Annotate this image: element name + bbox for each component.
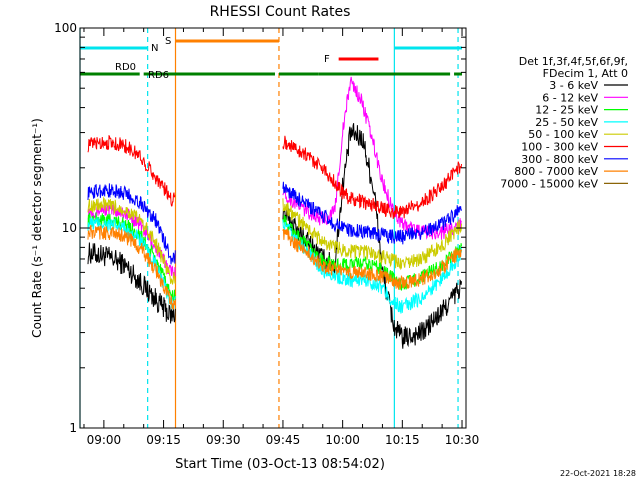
series-line-50-100-kev-part-0	[87, 196, 176, 285]
legend-label-6-12-kev: 6 - 12 keV	[542, 91, 598, 104]
x-tick-label: 10:30	[445, 433, 480, 447]
flag-label-s: S	[165, 36, 171, 47]
series-line-12-25-kev-part-0	[87, 212, 176, 303]
series-line-100-300-kev-part-1	[282, 135, 462, 219]
legend-label-50-100-kev: 50 - 100 keV	[528, 128, 598, 141]
legend-label-800-7000-kev: 800 - 7000 keV	[514, 165, 598, 178]
legend-label-7000-15000-kev: 7000 - 15000 keV	[500, 177, 598, 190]
series-line-3-6-kev-part-1	[282, 123, 462, 349]
legend-label-12-25-kev: 12 - 25 keV	[535, 104, 598, 117]
x-tick-label: 10:15	[385, 433, 420, 447]
series-line-3-6-kev-part-0	[87, 242, 176, 324]
flag-bars: NS F RD0 RD6	[80, 36, 463, 81]
x-tick-label: 10:00	[325, 433, 360, 447]
legend: Det 1f,3f,4f,5f,6f,9f, FDecim 1, Att 0 3…	[500, 55, 628, 190]
series-line-100-300-kev-part-0	[87, 135, 176, 207]
x-tick-label: 09:15	[146, 433, 181, 447]
series-line-800-7000-kev-part-0	[87, 224, 176, 310]
series-line-50-100-kev-part-1	[282, 198, 462, 271]
legend-label-3-6-kev: 3 - 6 keV	[549, 79, 598, 92]
series-line-300-800-kev-part-1	[282, 181, 462, 245]
footer-date: 22-Oct-2021 18:28	[560, 469, 636, 478]
flag-label-n: N	[151, 43, 158, 54]
vertical-markers	[79, 28, 459, 428]
legend-header-line-1: Det 1f,3f,4f,5f,6f,9f,	[519, 55, 628, 68]
series-lines	[87, 76, 462, 349]
legend-header-line-2: FDecim 1, Att 0	[543, 67, 628, 80]
y-tick-label: 10	[62, 221, 77, 235]
y-tick-label: 100	[54, 21, 77, 35]
y-tick-label: 1	[69, 421, 77, 435]
series-line-300-800-kev-part-0	[87, 183, 176, 265]
legend-label-300-800-kev: 300 - 800 keV	[521, 153, 598, 166]
chart-title: RHESSI Count Rates	[210, 4, 351, 20]
flag-label-rd0: RD0	[115, 62, 136, 73]
flag-label-f: F	[324, 54, 330, 65]
axis-ticks: 09:00 09:15 09:30 09:45 10:00 10:15 10:30 1 10 10…	[54, 21, 479, 447]
x-tick-label: 09:45	[266, 433, 301, 447]
flag-label-rd6: RD6	[148, 70, 169, 81]
y-axis-label: Count Rate (s⁻¹ detector segment⁻¹)	[30, 118, 44, 338]
legend-label-100-300-kev: 100 - 300 keV	[521, 141, 598, 154]
series-line-12-25-kev-part-1	[282, 214, 462, 291]
legend-label-25-50-kev: 25 - 50 keV	[535, 116, 598, 129]
series-line-800-7000-kev-part-1	[282, 228, 462, 290]
x-tick-label: 09:30	[206, 433, 241, 447]
x-tick-label: 09:00	[87, 433, 122, 447]
x-axis-label: Start Time (03-Oct-13 08:54:02)	[175, 457, 385, 472]
